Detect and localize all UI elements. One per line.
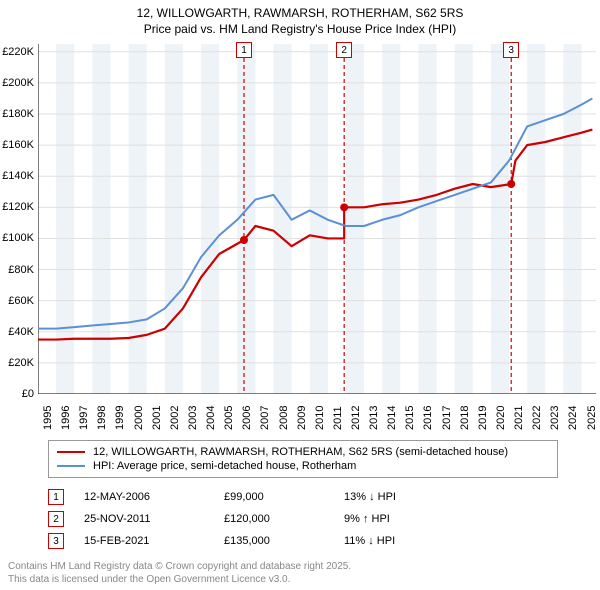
y-axis-labels: £0£20K£40K£60K£80K£100K£120K£140K£160K£1… — [0, 44, 36, 394]
chart-area: 1 2 3 — [38, 44, 596, 394]
y-tick-label: £180K — [2, 108, 34, 120]
y-tick-label: £140K — [2, 170, 34, 182]
event-price: £135,000 — [224, 535, 344, 547]
y-tick-label: £220K — [2, 46, 34, 58]
event-price: £120,000 — [224, 513, 344, 525]
x-tick-label: 2013 — [368, 406, 380, 430]
legend-swatch — [57, 465, 85, 467]
x-tick-label: 1997 — [78, 406, 90, 430]
y-tick-label: £200K — [2, 77, 34, 89]
x-tick-label: 2006 — [241, 406, 253, 430]
y-tick-label: £160K — [2, 139, 34, 151]
x-tick-label: 2021 — [513, 406, 525, 430]
event-date: 25-NOV-2011 — [84, 513, 224, 525]
x-tick-label: 2008 — [278, 406, 290, 430]
event-badge: 1 — [48, 489, 64, 505]
x-tick-label: 2019 — [477, 406, 489, 430]
x-tick-label: 2002 — [169, 406, 181, 430]
event-date: 12-MAY-2006 — [84, 491, 224, 503]
x-tick-label: 1998 — [96, 406, 108, 430]
legend-row: HPI: Average price, semi-detached house,… — [57, 459, 549, 473]
x-tick-label: 2007 — [259, 406, 271, 430]
y-tick-label: £120K — [2, 201, 34, 213]
x-tick-label: 2015 — [404, 406, 416, 430]
x-tick-label: 2024 — [567, 406, 579, 430]
legend-row: 12, WILLOWGARTH, RAWMARSH, ROTHERHAM, S6… — [57, 445, 549, 459]
event-marker-badge: 2 — [336, 42, 352, 58]
y-tick-label: £60K — [8, 295, 34, 307]
x-tick-label: 2004 — [205, 406, 217, 430]
y-tick-label: £100K — [2, 232, 34, 244]
title-line-1: 12, WILLOWGARTH, RAWMARSH, ROTHERHAM, S6… — [0, 6, 600, 22]
event-badge: 2 — [48, 511, 64, 527]
y-tick-label: £20K — [8, 357, 34, 369]
event-row: 3 15-FEB-2021£135,00011% ↓ HPI — [48, 530, 558, 552]
legend-label: 12, WILLOWGARTH, RAWMARSH, ROTHERHAM, S6… — [93, 446, 508, 458]
footer-line-1: Contains HM Land Registry data © Crown c… — [8, 561, 592, 574]
x-tick-label: 2023 — [549, 406, 561, 430]
footer: Contains HM Land Registry data © Crown c… — [8, 561, 592, 586]
x-tick-label: 2011 — [332, 406, 344, 430]
event-diff: 9% ↑ HPI — [344, 513, 464, 525]
x-tick-label: 2005 — [223, 406, 235, 430]
y-tick-label: £80K — [8, 264, 34, 276]
x-tick-label: 2014 — [386, 406, 398, 430]
event-diff: 11% ↓ HPI — [344, 535, 464, 547]
y-tick-label: £40K — [8, 326, 34, 338]
chart-container: 12, WILLOWGARTH, RAWMARSH, ROTHERHAM, S6… — [0, 0, 600, 590]
x-tick-label: 2017 — [441, 406, 453, 430]
x-tick-label: 1996 — [60, 406, 72, 430]
x-tick-label: 2009 — [296, 406, 308, 430]
x-tick-label: 2022 — [531, 406, 543, 430]
x-axis-labels: 1995 1996 1997 1998 1999 2000 2001 2002 2003 2004… — [38, 398, 596, 438]
x-tick-label: 2012 — [350, 406, 362, 430]
title-block: 12, WILLOWGARTH, RAWMARSH, ROTHERHAM, S6… — [0, 0, 600, 39]
event-price: £99,000 — [224, 491, 344, 503]
legend-label: HPI: Average price, semi-detached house,… — [93, 460, 356, 472]
event-row: 1 12-MAY-2006£99,00013% ↓ HPI — [48, 486, 558, 508]
event-date: 15-FEB-2021 — [84, 535, 224, 547]
x-tick-label: 2025 — [586, 406, 598, 430]
x-tick-label: 2018 — [459, 406, 471, 430]
x-tick-label: 1995 — [42, 406, 54, 430]
event-badge: 3 — [48, 533, 64, 549]
x-tick-label: 2010 — [314, 406, 326, 430]
event-diff: 13% ↓ HPI — [344, 491, 464, 503]
legend-swatch — [57, 451, 85, 453]
x-tick-label: 2016 — [422, 406, 434, 430]
event-marker-badge: 1 — [236, 42, 252, 58]
title-line-2: Price paid vs. HM Land Registry's House … — [0, 22, 600, 38]
event-marker-badge: 3 — [503, 42, 519, 58]
x-tick-label: 2003 — [187, 406, 199, 430]
y-tick-label: £0 — [22, 388, 34, 400]
events-table: 1 12-MAY-2006£99,00013% ↓ HPI 2 25-NOV-2011… — [48, 486, 558, 552]
x-tick-label: 2001 — [151, 406, 163, 430]
x-tick-label: 1999 — [114, 406, 126, 430]
plot-svg — [38, 44, 596, 394]
legend: 12, WILLOWGARTH, RAWMARSH, ROTHERHAM, S6… — [48, 440, 558, 478]
event-row: 2 25-NOV-2011£120,0009% ↑ HPI — [48, 508, 558, 530]
x-tick-label: 2000 — [133, 406, 145, 430]
x-tick-label: 2020 — [495, 406, 507, 430]
footer-line-2: This data is licensed under the Open Gov… — [8, 574, 592, 587]
